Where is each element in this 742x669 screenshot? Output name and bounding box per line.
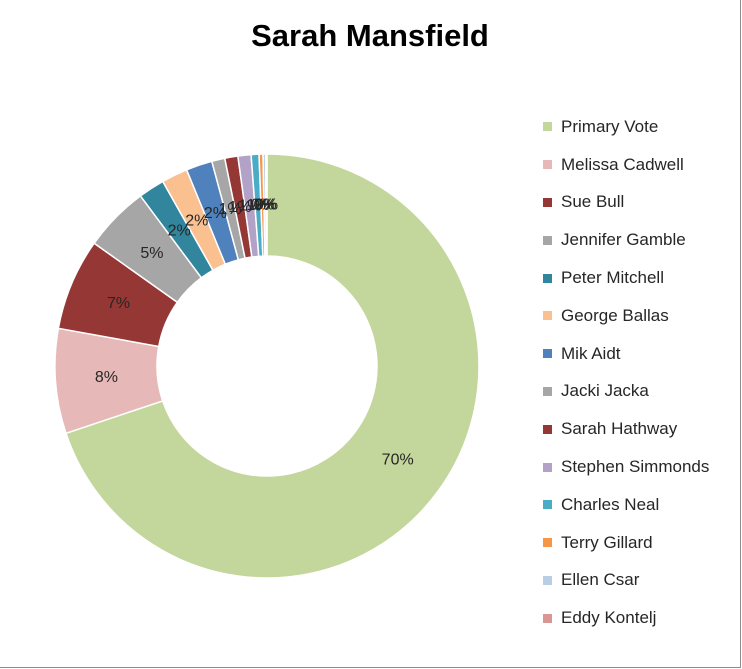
slice-label-primary-vote: 70%: [382, 452, 414, 469]
slice-label-sarah-hathway: 1%: [228, 199, 251, 216]
legend-swatch: [543, 235, 552, 245]
legend-swatch: [543, 311, 552, 321]
legend-item-primary-vote: Primary Vote: [543, 108, 709, 146]
legend-label: Charles Neal: [561, 494, 660, 514]
legend-item-terry-gillard: Terry Gillard: [543, 524, 709, 562]
legend-label: Jennifer Gamble: [561, 230, 686, 250]
slice-label-melissa-cadwell: 8%: [95, 369, 118, 386]
legend-label: Mik Aidt: [561, 343, 621, 363]
legend-item-peter-mitchell: Peter Mitchell: [543, 259, 709, 297]
slice-label-stephen-simmonds: 1%: [238, 197, 261, 214]
donut-slices: [54, 153, 480, 579]
slice-label-mik-aidt: 2%: [204, 205, 227, 222]
slice-label-peter-mitchell: 2%: [168, 223, 191, 240]
legend-item-stephen-simmonds: Stephen Simmonds: [543, 448, 709, 486]
legend-label: Peter Mitchell: [561, 268, 664, 288]
legend-label: Jacki Jacka: [561, 381, 649, 401]
legend-swatch: [543, 575, 552, 585]
legend-item-ellen-csar: Ellen Csar: [543, 562, 709, 600]
legend-swatch: [543, 500, 552, 510]
legend-label: Sarah Hathway: [561, 419, 678, 439]
slice-label-jacki-jacka: 1%: [218, 201, 241, 218]
legend-item-jacki-jacka: Jacki Jacka: [543, 373, 709, 411]
legend-item-mik-aidt: Mik Aidt: [543, 335, 709, 373]
legend-label: Sue Bull: [561, 192, 625, 212]
slice-labels: 70%8%7%5%2%2%2%1%1%1%1%0%0%0%: [95, 197, 414, 469]
legend-item-eddy-kontelj: Eddy Kontelj: [543, 599, 709, 637]
legend-swatch: [543, 273, 552, 283]
legend-item-sue-bull: Sue Bull: [543, 184, 709, 222]
legend-item-melissa-cadwell: Melissa Cadwell: [543, 146, 709, 184]
slice-label-ellen-csar: 0%: [253, 197, 276, 214]
slice-label-jennifer-gamble: 5%: [140, 245, 163, 262]
slice-label-sue-bull: 7%: [107, 295, 130, 312]
legend-label: Stephen Simmonds: [561, 457, 710, 477]
legend-swatch: [543, 197, 552, 207]
legend-swatch: [543, 386, 552, 396]
legend-swatch: [543, 538, 552, 548]
legend-item-jennifer-gamble: Jennifer Gamble: [543, 221, 709, 259]
slice-eddy-kontelj: [264, 153, 268, 257]
slice-label-george-ballas: 2%: [185, 213, 208, 230]
legend-swatch: [543, 424, 552, 434]
legend-swatch: [543, 462, 552, 472]
legend-swatch: [543, 349, 552, 359]
legend-swatch: [543, 160, 552, 170]
legend-label: Ellen Csar: [561, 570, 640, 590]
donut-chart: 70%8%7%5%2%2%2%1%1%1%1%0%0%0%: [54, 153, 480, 579]
legend-label: Eddy Kontelj: [561, 608, 657, 628]
legend-item-george-ballas: George Ballas: [543, 297, 709, 335]
legend-label: Primary Vote: [561, 116, 659, 136]
slice-label-eddy-kontelj: 0%: [255, 197, 278, 214]
slice-primary-vote: [65, 153, 480, 579]
legend-label: Melissa Cadwell: [561, 154, 684, 174]
legend-swatch: [543, 122, 552, 132]
chart-title: Sarah Mansfield: [251, 18, 489, 53]
legend-item-sarah-hathway: Sarah Hathway: [543, 410, 709, 448]
slice-label-charles-neal: 1%: [246, 197, 269, 214]
legend: Primary Vote Melissa Cadwell Sue Bull Jenni…: [543, 108, 709, 637]
legend-item-charles-neal: Charles Neal: [543, 486, 709, 524]
legend-label: George Ballas: [561, 305, 669, 325]
legend-swatch: [543, 613, 552, 623]
slice-label-terry-gillard: 0%: [251, 197, 274, 214]
legend-label: Terry Gillard: [561, 532, 653, 552]
